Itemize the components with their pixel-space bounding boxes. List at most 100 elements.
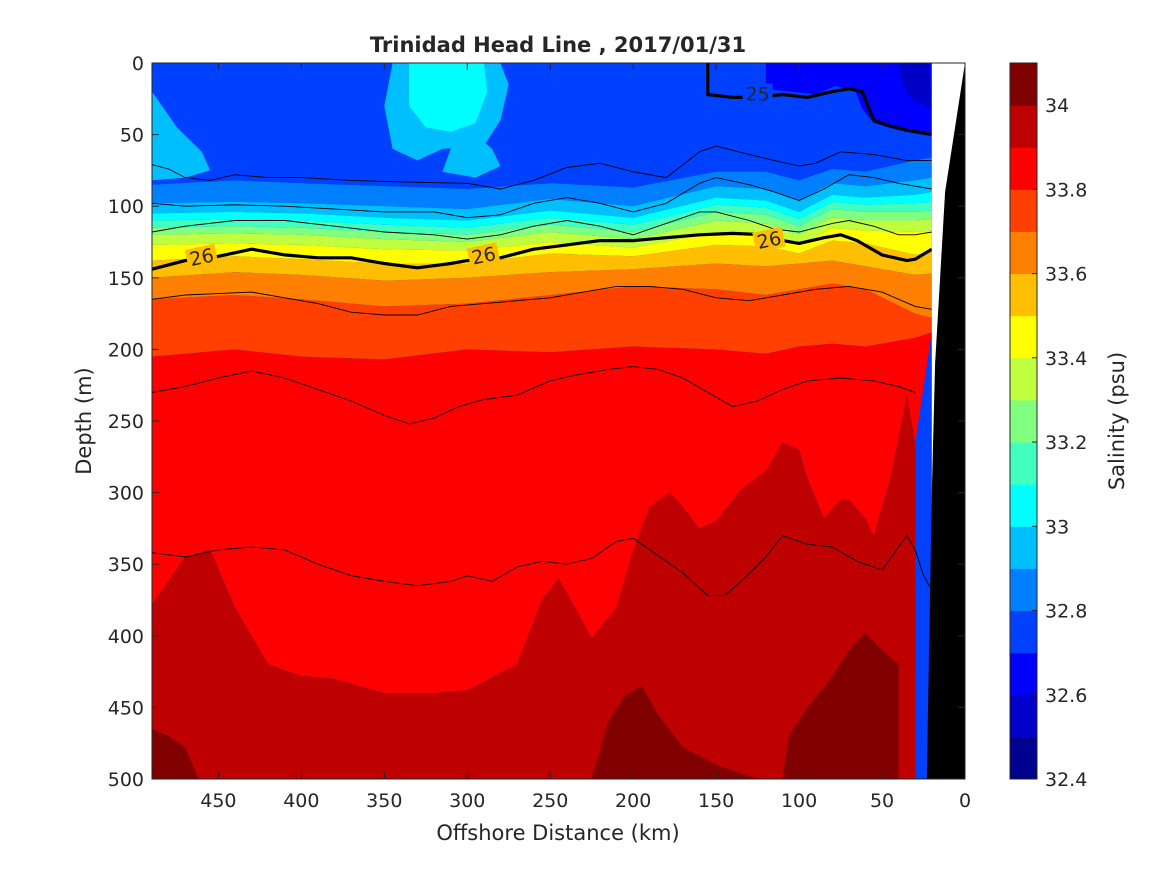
y-tick-label: 300 (108, 483, 144, 505)
colorbar-swatch (1010, 736, 1037, 780)
x-tick-label: 300 (449, 790, 485, 812)
high-salinity-patch-2 (782, 632, 899, 779)
salinity-band-4 (152, 201, 932, 235)
colorbar-tick-label: 33.8 (1045, 179, 1087, 201)
y-tick-label: 400 (108, 626, 144, 648)
colorbar-swatch (1010, 484, 1037, 527)
contour-label-background (752, 226, 786, 253)
colorbar-swatch (1010, 105, 1037, 148)
salinity-band-1 (152, 157, 932, 210)
colorbar-frame (1009, 62, 1038, 780)
contour-label-background (742, 83, 773, 104)
x-tick-label: 450 (200, 790, 236, 812)
y-tick-label: 50 (120, 125, 144, 147)
contour-label: 26 (470, 243, 498, 270)
contour-label-group-1: 26 (184, 243, 219, 272)
density-contours-thin (152, 145, 933, 597)
surface-salinity-patch-5 (442, 127, 501, 178)
x-tick-label: 100 (781, 790, 817, 812)
x-tick-label: 0 (959, 790, 971, 812)
y-tick-label: 0 (132, 53, 144, 75)
colorbar-swatch (1010, 273, 1037, 317)
contour-label-group-2: 26 (466, 242, 501, 270)
y-tick-label: 200 (108, 339, 144, 361)
colorbar-swatch (1010, 568, 1037, 612)
plot-area: 25 26 26 26 (152, 63, 965, 779)
y-tick-label: 100 (108, 196, 144, 218)
colorbar-swatch (1010, 189, 1037, 232)
salinity-band-3 (152, 191, 932, 228)
colorbar-swatch (1010, 357, 1037, 401)
density-contour-4 (152, 366, 916, 425)
y-tick-label: 350 (108, 554, 144, 576)
continental-shelf (926, 63, 965, 779)
salinity-band-9 (152, 260, 932, 318)
colorbar-swatch (1010, 442, 1037, 485)
density-contour-25 (706, 63, 933, 137)
x-tick-label: 50 (870, 790, 894, 812)
colorbar-swatch (1010, 652, 1037, 696)
colorbar-tick-label: 32.6 (1045, 685, 1087, 707)
x-tick-label: 250 (532, 790, 568, 812)
surface-salinity-patch-4 (409, 63, 488, 132)
colorbar-swatch (1010, 147, 1037, 190)
x-axis-ticks: 450 400 350 300 250 200 150 100 50 0 (200, 63, 971, 812)
colorbar-tick-label: 33 (1045, 516, 1069, 538)
high-salinity-patch-3 (649, 747, 717, 779)
surface-salinity-patch-1 (898, 63, 932, 109)
salinity-band-7 (152, 227, 932, 264)
contour-label-group-3: 26 (752, 226, 786, 254)
contour-label-group-0: 25 (742, 83, 773, 106)
surface-salinity-patch-0 (765, 63, 932, 135)
bathymetry-mask (926, 63, 965, 779)
x-tick-label: 350 (366, 790, 402, 812)
density-contour-3 (152, 285, 932, 316)
colorbar-swatch (1010, 63, 1037, 106)
contour-label-background (466, 242, 501, 269)
high-salinity-patch-0 (152, 728, 199, 779)
density-contour-2 (152, 211, 932, 240)
y-axis-label: Depth (m) (72, 367, 96, 474)
salinity-band-11 (152, 332, 932, 694)
colorbar-swatch (1010, 315, 1037, 359)
y-tick-label: 500 (108, 769, 144, 791)
colorbar-tick-label: 33.6 (1045, 264, 1087, 286)
salinity-fill-patches (152, 632, 899, 779)
y-tick-label: 250 (108, 411, 144, 433)
contour-label: 26 (755, 227, 783, 254)
salinity-band-6 (152, 217, 932, 251)
surface-salinity-patch-3 (152, 91, 211, 181)
y-axis-ticks: 0 50 100 150 200 250 300 350 400 450 500 (108, 53, 965, 791)
colorbar-tick-label: 33.4 (1045, 348, 1087, 370)
x-tick-label: 150 (698, 790, 734, 812)
colorbar-swatch (1010, 610, 1037, 654)
y-tick-label: 150 (108, 268, 144, 290)
colorbar-tick-label: 32.8 (1045, 601, 1087, 623)
y-tick-label: 450 (108, 697, 144, 719)
colorbar-tick-label: 32.4 (1045, 769, 1087, 791)
colorbar-tick-label: 33.2 (1045, 432, 1087, 454)
contour-label-background (184, 243, 219, 270)
colorbar-swatch (1010, 694, 1037, 738)
high-salinity-patch-1 (591, 685, 758, 779)
density-contour-5 (152, 534, 933, 597)
density-contour-1 (152, 174, 932, 219)
salinity-band-10 (152, 283, 932, 360)
colorbar-swatch (1010, 231, 1037, 275)
density-contour-0 (152, 145, 932, 190)
x-axis-label: Offshore Distance (km) (436, 821, 679, 845)
chart-title: Trinidad Head Line , 2017/01/31 (370, 33, 746, 57)
colorbar: 34 33.8 33.6 33.4 33.2 33 32.8 32.6 32.4 (1009, 62, 1087, 791)
colorbar-label: Salinity (psu) (1105, 352, 1129, 490)
colorbar-swatch (1010, 399, 1037, 443)
x-tick-label: 400 (283, 790, 319, 812)
x-tick-label: 200 (615, 790, 651, 812)
colorbar-swatch (1010, 526, 1037, 569)
salinity-band-12 (152, 395, 916, 779)
density-contours-thick: 25 26 26 26 (152, 63, 933, 272)
contour-label: 25 (746, 84, 770, 106)
salinity-band-8 (152, 240, 932, 281)
contour-label: 26 (188, 245, 216, 272)
colorbar-tick-label: 34 (1045, 95, 1069, 117)
